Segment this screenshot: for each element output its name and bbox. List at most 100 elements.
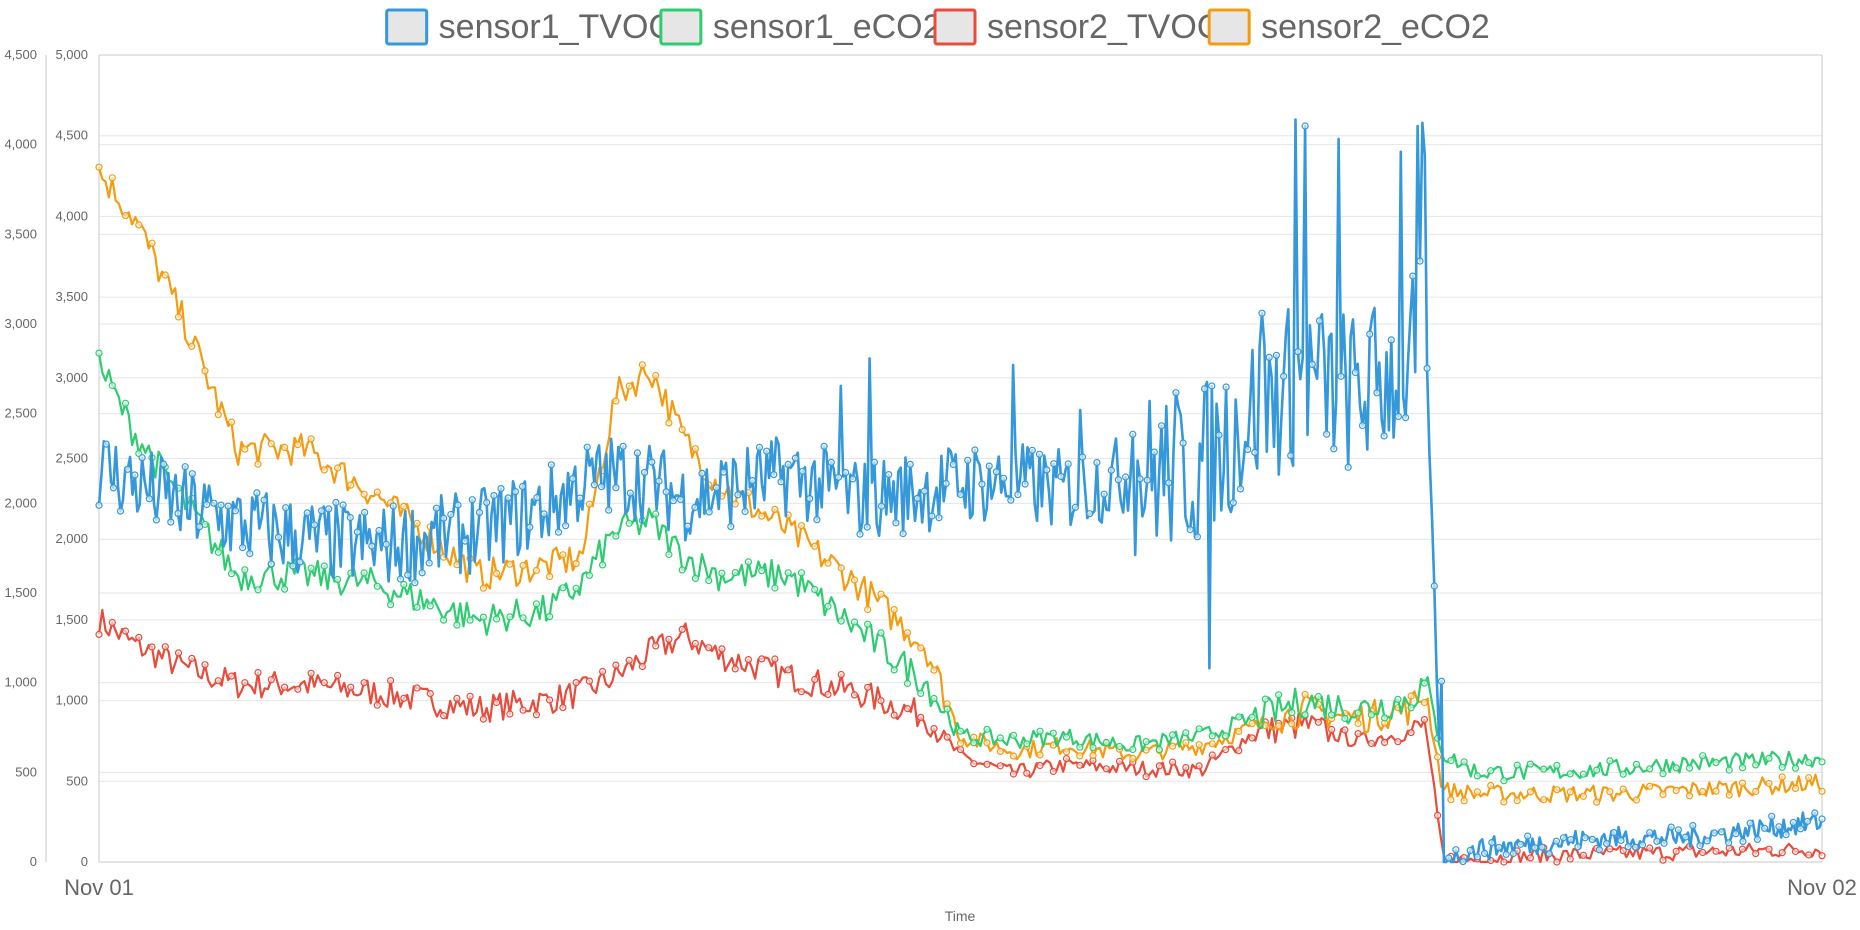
legend-item-sensor2-tvoc[interactable]: sensor2_TVOC [933, 8, 1221, 46]
data-point [935, 514, 943, 522]
data-point [1473, 788, 1482, 796]
data-point [201, 367, 209, 375]
data-point [996, 747, 1004, 756]
data-point [1407, 704, 1415, 712]
data-point [404, 571, 412, 579]
data-point [167, 518, 175, 526]
data-point [837, 564, 845, 572]
data-point [1791, 784, 1800, 793]
data-point [665, 635, 673, 643]
data-point [1667, 823, 1675, 831]
data-point [281, 683, 289, 691]
data-point [400, 694, 408, 702]
data-point [95, 349, 103, 357]
data-point [1765, 845, 1773, 853]
legend-label: sensor1_TVOC [439, 8, 673, 46]
data-point [691, 574, 700, 583]
data-point [1699, 752, 1707, 760]
data-point [368, 542, 376, 550]
data-point [466, 692, 474, 700]
data-point [1566, 770, 1574, 778]
legend[interactable]: sensor1_TVOC sensor1_eCO2 sensor2_TVOC sens… [385, 8, 1490, 46]
data-point [1752, 761, 1760, 769]
data-point [1050, 460, 1058, 468]
data-point [1288, 720, 1296, 728]
data-point [827, 458, 835, 466]
data-point [837, 670, 845, 679]
y-tick-label-right: 4,000 [55, 208, 88, 223]
data-point [678, 566, 686, 574]
data-point [174, 313, 183, 321]
data-point [665, 550, 673, 559]
legend-item-sensor2-eco2[interactable]: sensor2_eCO2 [1207, 8, 1490, 46]
legend-item-sensor1-tvoc[interactable]: sensor1_TVOC [385, 8, 673, 46]
data-point [479, 613, 487, 621]
data-point [217, 501, 225, 509]
data-point [413, 603, 421, 611]
legend-item-sensor1-eco2[interactable]: sensor1_eCO2 [659, 8, 942, 46]
data-point [576, 494, 584, 502]
data-point [1588, 835, 1596, 844]
data-point [1553, 761, 1561, 770]
data-point [1653, 837, 1661, 845]
data-point [1811, 809, 1819, 817]
data-point [598, 561, 607, 569]
data-point [771, 505, 779, 513]
data-point [532, 600, 541, 608]
data-point [1500, 777, 1508, 785]
data-point [913, 494, 922, 502]
data-point [813, 516, 821, 524]
data-point [864, 620, 872, 628]
data-point [1752, 787, 1760, 796]
data-point [518, 482, 527, 491]
data-point [837, 617, 845, 625]
data-point [1447, 796, 1455, 804]
data-point [638, 361, 647, 369]
data-point [1579, 851, 1588, 859]
data-point [585, 571, 594, 580]
data-point [1380, 714, 1389, 722]
data-point [1818, 758, 1826, 766]
data-point [890, 711, 898, 719]
data-point [1775, 823, 1783, 831]
data-point [864, 683, 872, 691]
data-point [1526, 854, 1535, 862]
data-point [479, 584, 487, 592]
data-point [1526, 788, 1535, 796]
data-point [877, 502, 886, 510]
data-point [1538, 843, 1546, 851]
data-point [652, 642, 660, 650]
data-point [1301, 122, 1309, 130]
data-point [718, 645, 726, 653]
data-point [1447, 756, 1455, 765]
data-point [307, 669, 315, 677]
data-point [585, 500, 594, 508]
data-point [519, 706, 527, 714]
data-point [1327, 725, 1336, 734]
data-point [652, 510, 660, 518]
data-point [930, 666, 938, 674]
data-point [1129, 745, 1137, 754]
data-point [1540, 796, 1548, 804]
data-point [1380, 432, 1388, 440]
data-point [798, 467, 807, 475]
data-point [1495, 843, 1503, 852]
data-point [1272, 351, 1281, 359]
data-point [1244, 445, 1252, 453]
data-point [942, 479, 950, 488]
data-point [956, 745, 965, 754]
y-tick-label-right: 2,500 [55, 451, 88, 466]
data-point [970, 760, 978, 768]
data-point [1150, 448, 1158, 456]
data-point [1208, 732, 1216, 740]
data-point [1712, 787, 1720, 795]
data-point [1062, 748, 1071, 756]
data-point [648, 458, 656, 466]
data-point [400, 580, 408, 589]
data-point [174, 649, 183, 657]
data-point [1129, 430, 1137, 438]
data-point [282, 504, 290, 512]
data-point [1791, 764, 1800, 772]
